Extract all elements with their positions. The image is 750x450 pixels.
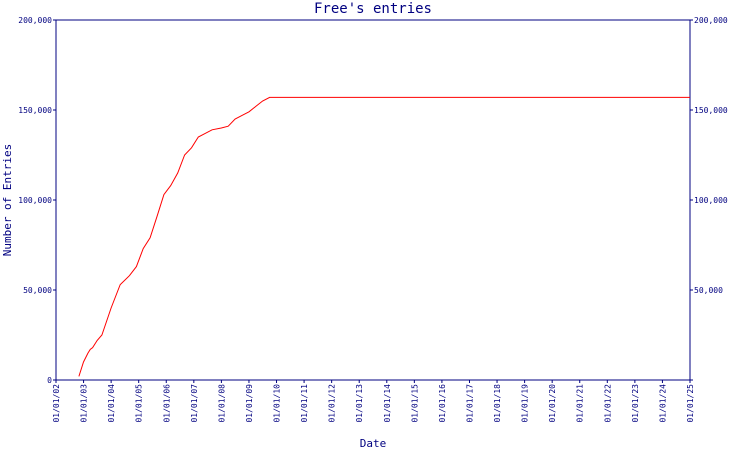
series-line bbox=[78, 96, 690, 377]
y-axis-label: Number of Entries bbox=[1, 144, 14, 257]
x-tick-label: 01/01/05 bbox=[135, 384, 144, 423]
x-tick-label: 01/01/04 bbox=[107, 384, 116, 423]
x-tick-label: 01/01/09 bbox=[245, 384, 254, 423]
x-tick-label: 01/01/23 bbox=[631, 384, 640, 423]
y-tick-label-left: 150,000 bbox=[18, 106, 52, 115]
x-tick-label: 01/01/16 bbox=[438, 384, 447, 423]
x-tick-label: 01/01/07 bbox=[190, 384, 199, 423]
x-tick-label: 01/01/03 bbox=[80, 384, 89, 423]
x-tick-label: 01/01/19 bbox=[521, 384, 530, 423]
x-tick-label: 01/01/11 bbox=[300, 384, 309, 423]
chart-title: Free's entries bbox=[314, 1, 432, 17]
x-tick-label: 01/01/02 bbox=[52, 384, 61, 423]
x-tick-label: 01/01/18 bbox=[493, 384, 502, 423]
x-axis-ticks: 01/01/02 01/01/03 01/01/04 01/01/05 01/01/06… bbox=[52, 380, 695, 423]
x-tick-label: 01/01/10 bbox=[273, 384, 282, 423]
y-tick-label-right: 200,000 bbox=[694, 16, 728, 25]
y-tick-label-left: 0 bbox=[47, 376, 52, 385]
x-tick-label: 01/01/15 bbox=[410, 384, 419, 423]
y-tick-label-left: 100,000 bbox=[18, 196, 52, 205]
x-tick-label: 01/01/20 bbox=[548, 384, 557, 423]
y-tick-label-left: 200,000 bbox=[18, 16, 52, 25]
x-tick-label: 01/01/14 bbox=[383, 384, 392, 423]
y-tick-label-right: 50,000 bbox=[694, 286, 723, 295]
y-tick-label-left: 50,000 bbox=[23, 286, 52, 295]
x-tick-label: 01/01/25 bbox=[686, 384, 695, 423]
series-layer bbox=[78, 96, 690, 377]
x-tick-label: 01/01/21 bbox=[576, 384, 585, 423]
y-axis-ticks: 0 50,000 50,000 100,000 100,000 150,000 150,00… bbox=[18, 16, 728, 385]
x-axis-label: Date bbox=[360, 437, 387, 450]
y-tick-label-right: 100,000 bbox=[694, 196, 728, 205]
x-tick-label: 01/01/08 bbox=[217, 384, 226, 423]
x-tick-label: 01/01/12 bbox=[328, 384, 337, 423]
x-tick-label: 01/01/17 bbox=[465, 384, 474, 423]
x-tick-label: 01/01/24 bbox=[658, 384, 667, 423]
plot-frame bbox=[55, 19, 691, 381]
x-tick-label: 01/01/13 bbox=[355, 384, 364, 423]
x-tick-label: 01/01/22 bbox=[603, 384, 612, 423]
x-tick-label: 01/01/06 bbox=[162, 384, 171, 423]
y-tick-label-right: 150,000 bbox=[694, 106, 728, 115]
